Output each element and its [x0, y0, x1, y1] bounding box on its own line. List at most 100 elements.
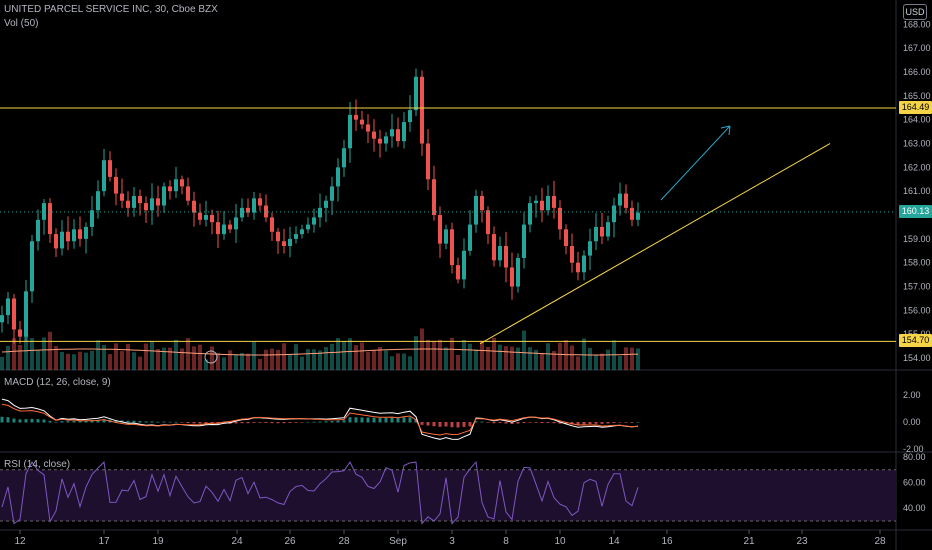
volume-bar [360, 342, 364, 370]
time-tick-label: 26 [284, 536, 296, 547]
candle-body [630, 207, 634, 220]
candle-body [396, 129, 400, 142]
volume-bar [318, 350, 322, 370]
macd-histogram-bar [336, 420, 340, 423]
macd-histogram-bar [486, 422, 490, 423]
macd-title: MACD (12, 26, close, 9) [4, 377, 111, 388]
macd-histogram-bar [54, 421, 58, 423]
macd-histogram-bar [540, 422, 544, 424]
volume-bar [576, 356, 580, 370]
volume-bar [192, 346, 196, 370]
volume-bar [372, 349, 376, 370]
macd-histogram-bar [546, 422, 550, 423]
candle-body [552, 195, 556, 208]
price-tick-label: 164.00 [903, 115, 931, 125]
candle-body [174, 179, 178, 192]
macd-histogram-bar [576, 422, 580, 425]
volume-bar [162, 347, 166, 370]
candle-body [24, 291, 28, 337]
macd-histogram-bar [498, 422, 502, 424]
macd-tick-label: -2.00 [903, 444, 924, 454]
volume-bar [366, 351, 370, 370]
macd-histogram-bar [114, 420, 118, 423]
candle-body [408, 110, 412, 123]
volume-bar [288, 354, 292, 370]
candle-body [210, 215, 214, 223]
candle-body [312, 217, 316, 225]
candle-body [324, 200, 328, 208]
volume-bar [450, 337, 454, 370]
macd-histogram-bar [126, 420, 130, 423]
macd-histogram-bar [564, 422, 568, 425]
candle-body [252, 198, 256, 213]
price-tick-label: 167.00 [903, 43, 931, 53]
time-tick-label: 12 [14, 536, 26, 547]
time-tick-label: Sep [389, 536, 407, 547]
macd-histogram-bar [36, 419, 40, 423]
macd-histogram-bar [534, 422, 538, 423]
volume-bar [534, 349, 538, 370]
macd-histogram-bar [180, 422, 184, 423]
macd-histogram-bar [330, 421, 334, 423]
candle-body [108, 160, 112, 177]
time-tick-label: 23 [796, 536, 808, 547]
macd-histogram-bar [528, 422, 532, 423]
volume-bar [468, 343, 472, 370]
candle-body [282, 241, 286, 247]
volume-bar [210, 346, 214, 370]
volume-bar [504, 346, 508, 370]
macd-histogram-bar [516, 422, 520, 424]
candle-body [612, 205, 616, 223]
macd-histogram-bar [444, 422, 448, 427]
volume-bar [570, 345, 574, 370]
candle-body [300, 229, 304, 235]
candle-body [246, 207, 250, 213]
arrow-head-icon [720, 125, 731, 136]
volume-bar [540, 353, 544, 370]
candle-body [546, 195, 550, 211]
candle-body [522, 224, 526, 258]
macd-signal-line [1, 403, 639, 436]
candle-body [180, 179, 184, 187]
candle-body [582, 255, 586, 273]
macd-histogram-bar [168, 421, 172, 423]
volume-bar [294, 344, 298, 370]
macd-histogram-bar [324, 421, 328, 423]
price-tick-label: 163.00 [903, 139, 931, 149]
volume-bar [378, 347, 382, 370]
macd-histogram-bar [252, 422, 256, 423]
candle-body [570, 246, 574, 263]
macd-histogram-bar [522, 422, 526, 423]
macd-histogram-bar [186, 422, 190, 424]
macd-histogram-bar [234, 422, 238, 424]
volume-bar [258, 358, 262, 370]
candle-body [420, 76, 424, 144]
candle-body [618, 193, 622, 206]
candle-body [84, 226, 88, 239]
volume-bar [234, 354, 238, 370]
macd-histogram-bar [60, 421, 64, 423]
time-tick-label: 3 [449, 536, 455, 547]
candle-body [564, 229, 568, 247]
macd-histogram-bar [192, 422, 196, 424]
price-tick-label: 166.00 [903, 67, 931, 77]
volume-bar [90, 350, 94, 370]
candle-body [222, 224, 226, 235]
volume-bar [228, 350, 232, 370]
candle-body [588, 241, 592, 256]
macd-histogram-bar [600, 422, 604, 424]
time-tick-label: 17 [98, 536, 110, 547]
volume-bar [582, 338, 586, 370]
candle-body [78, 229, 82, 239]
volume-bar [180, 348, 184, 370]
macd-histogram-bar [366, 417, 370, 423]
macd-histogram-bar [12, 418, 16, 423]
currency-button[interactable]: USD [903, 4, 927, 20]
candle-body [168, 186, 172, 192]
volume-bar [336, 338, 340, 370]
macd-histogram-bar [174, 421, 178, 423]
candle-body [402, 122, 406, 142]
macd-histogram-bar [150, 421, 154, 423]
candle-body [6, 298, 10, 316]
